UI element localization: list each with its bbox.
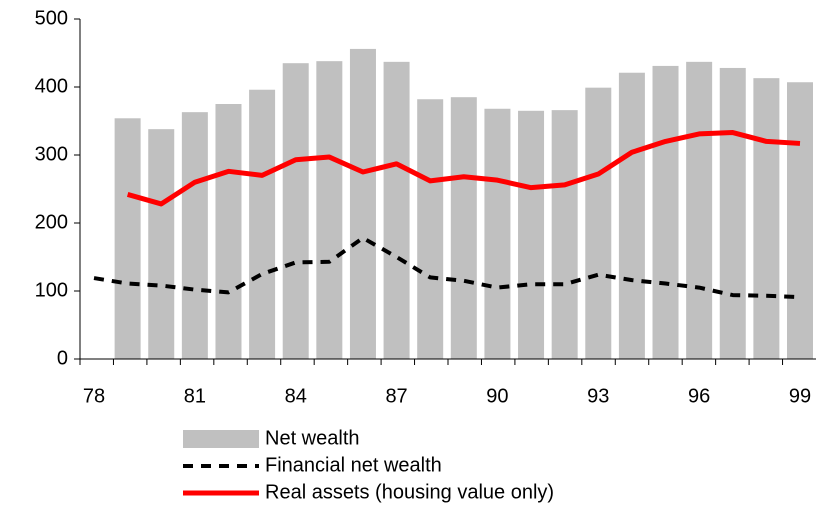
x-tick-label: 99 [789,385,811,407]
legend-label: Net wealth [265,427,360,449]
bar [484,108,511,359]
bar [349,48,376,360]
y-tick-label: 200 [35,211,68,233]
bar [686,61,713,360]
bar [518,110,545,359]
bar [114,118,141,359]
line [93,235,801,300]
bar [585,87,612,360]
y-tick-label: 400 [35,75,68,97]
x-tick-label: 87 [385,385,407,407]
y-tick-label: 100 [35,279,68,301]
bar [719,67,746,360]
x-tick-label: 81 [184,385,206,407]
bar [148,129,175,359]
bar [417,99,444,360]
x-tick-label: 96 [688,385,710,407]
x-tick-label: 78 [83,385,105,407]
legend-label: Real assets (housing value only) [265,481,554,503]
legend-label: Financial net wealth [265,454,442,476]
bar [450,97,477,359]
bar [181,112,208,359]
legend-swatch [183,430,259,448]
bar [753,78,780,359]
bar [282,63,309,359]
x-tick-label: 84 [285,385,307,407]
y-tick-label: 0 [57,347,68,369]
bar [551,110,578,360]
bar [618,72,645,359]
bar [383,61,410,360]
bar [215,104,242,359]
line [126,130,801,207]
y-tick-label: 300 [35,143,68,165]
bar [249,89,276,359]
bar [652,65,679,360]
bar [787,82,813,360]
x-tick-label: 90 [486,385,508,407]
bar [316,61,343,359]
y-tick-label: 500 [35,7,68,29]
x-tick-label: 93 [587,385,609,407]
